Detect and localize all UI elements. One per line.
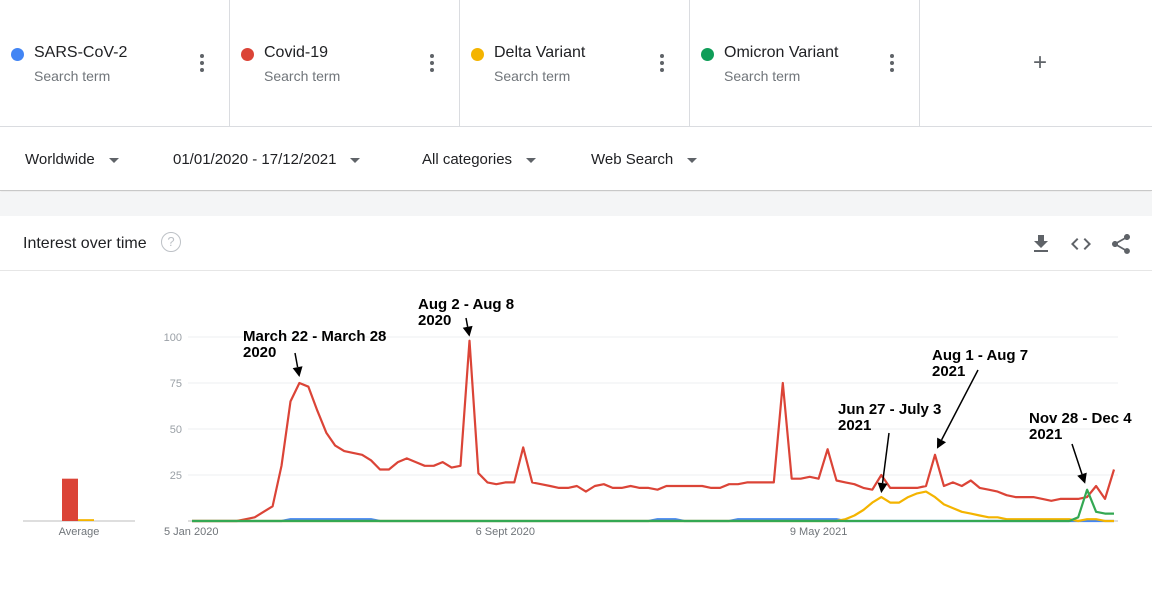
term-card-delta-variant[interactable]: Delta Variant Search term [460, 0, 690, 126]
term-color-dot [241, 48, 254, 61]
caret-down-icon [350, 157, 361, 163]
download-icon[interactable] [1029, 232, 1053, 256]
term-name: Covid-19 [264, 44, 329, 61]
term-color-dot [11, 48, 24, 61]
term-name: Delta Variant [494, 44, 586, 61]
annotation-arrowhead [877, 482, 888, 494]
annotation-label: March 22 - March 28 2020 [243, 328, 386, 361]
caret-down-icon [526, 157, 537, 163]
category-dropdown[interactable]: All categories [422, 151, 537, 168]
average-label: Average [59, 526, 100, 538]
interest-over-time-card: Interest over time ? [0, 216, 1152, 606]
annotation-label: Aug 2 - Aug 8 2020 [418, 296, 514, 329]
annotation-arrowhead [1077, 472, 1087, 484]
annotation-arrow-line [881, 432, 890, 484]
average-bar-covid-19 [62, 478, 78, 521]
more-options-icon[interactable] [884, 52, 900, 74]
annotation-arrowhead [292, 366, 303, 377]
annotation-label: Jun 27 - July 3 2021 [838, 401, 941, 434]
term-subtitle: Search term [34, 68, 111, 84]
series-line-covid-19 [192, 339, 1116, 523]
series-line-omicron-variant [192, 488, 1114, 523]
caret-down-icon [108, 157, 119, 163]
term-color-dot [471, 48, 484, 61]
y-tick-label: 100 [164, 332, 182, 344]
x-tick-label: 9 May 2021 [790, 526, 847, 538]
y-tick-label: 75 [170, 378, 182, 390]
more-options-icon[interactable] [424, 52, 440, 74]
x-tick-label: 5 Jan 2020 [164, 526, 218, 538]
annotation-arrow-line [294, 352, 299, 368]
term-name: Omicron Variant [724, 44, 839, 61]
date-range-dropdown[interactable]: 01/01/2020 - 17/12/2021 [173, 151, 361, 168]
interest-over-time-chart: 25 50 75 100 5 Jan 2020 6 Sept 2020 9 May 2021… [23, 296, 1132, 538]
filter-bar: Worldwide 01/01/2020 - 17/12/2021 All ca… [0, 127, 1152, 191]
series-line-delta-variant [192, 490, 1114, 523]
annotation-arrow-line [940, 369, 979, 441]
region-label: Worldwide [25, 151, 95, 168]
card-header: Interest over time ? [0, 216, 1152, 271]
search-type-label: Web Search [591, 151, 674, 168]
more-options-icon[interactable] [194, 52, 210, 74]
annotation-arrowhead [462, 325, 473, 337]
term-subtitle: Search term [724, 68, 801, 84]
term-subtitle: Search term [264, 68, 341, 84]
annotation-arrowhead [936, 437, 947, 449]
term-card-covid-19[interactable]: Covid-19 Search term [230, 0, 460, 126]
annotation-arrow-line [1071, 443, 1083, 475]
annotation-label: Aug 1 - Aug 7 2021 [932, 347, 1028, 380]
search-terms-bar: SARS-CoV-2 Search term Covid-19 Search t… [0, 0, 1152, 127]
y-tick-label: 50 [170, 424, 182, 436]
term-subtitle: Search term [494, 68, 571, 84]
search-type-dropdown[interactable]: Web Search [591, 151, 698, 168]
embed-code-icon[interactable] [1069, 232, 1093, 256]
annotation-label: Nov 28 - Dec 4 2021 [1029, 410, 1132, 443]
term-card-omicron-variant[interactable]: Omicron Variant Search term [690, 0, 920, 126]
date-range-label: 01/01/2020 - 17/12/2021 [173, 151, 337, 168]
x-tick-label: 6 Sept 2020 [476, 526, 535, 538]
caret-down-icon [687, 157, 698, 163]
annotation-arrow-line [465, 317, 469, 327]
category-label: All categories [422, 151, 513, 168]
add-term-button[interactable]: + [1032, 49, 1047, 76]
more-options-icon[interactable] [654, 52, 670, 74]
section-divider [0, 192, 1152, 216]
share-icon[interactable] [1109, 232, 1133, 256]
help-icon[interactable]: ? [161, 232, 181, 252]
card-title: Interest over time [23, 235, 147, 252]
term-color-dot [701, 48, 714, 61]
y-tick-label: 25 [170, 470, 182, 482]
term-name: SARS-CoV-2 [34, 44, 128, 61]
term-card-sars-cov-2[interactable]: SARS-CoV-2 Search term [0, 0, 230, 126]
add-comparison-area: + [920, 0, 1152, 126]
region-dropdown[interactable]: Worldwide [25, 151, 119, 168]
average-bar-delta-variant [78, 519, 94, 521]
